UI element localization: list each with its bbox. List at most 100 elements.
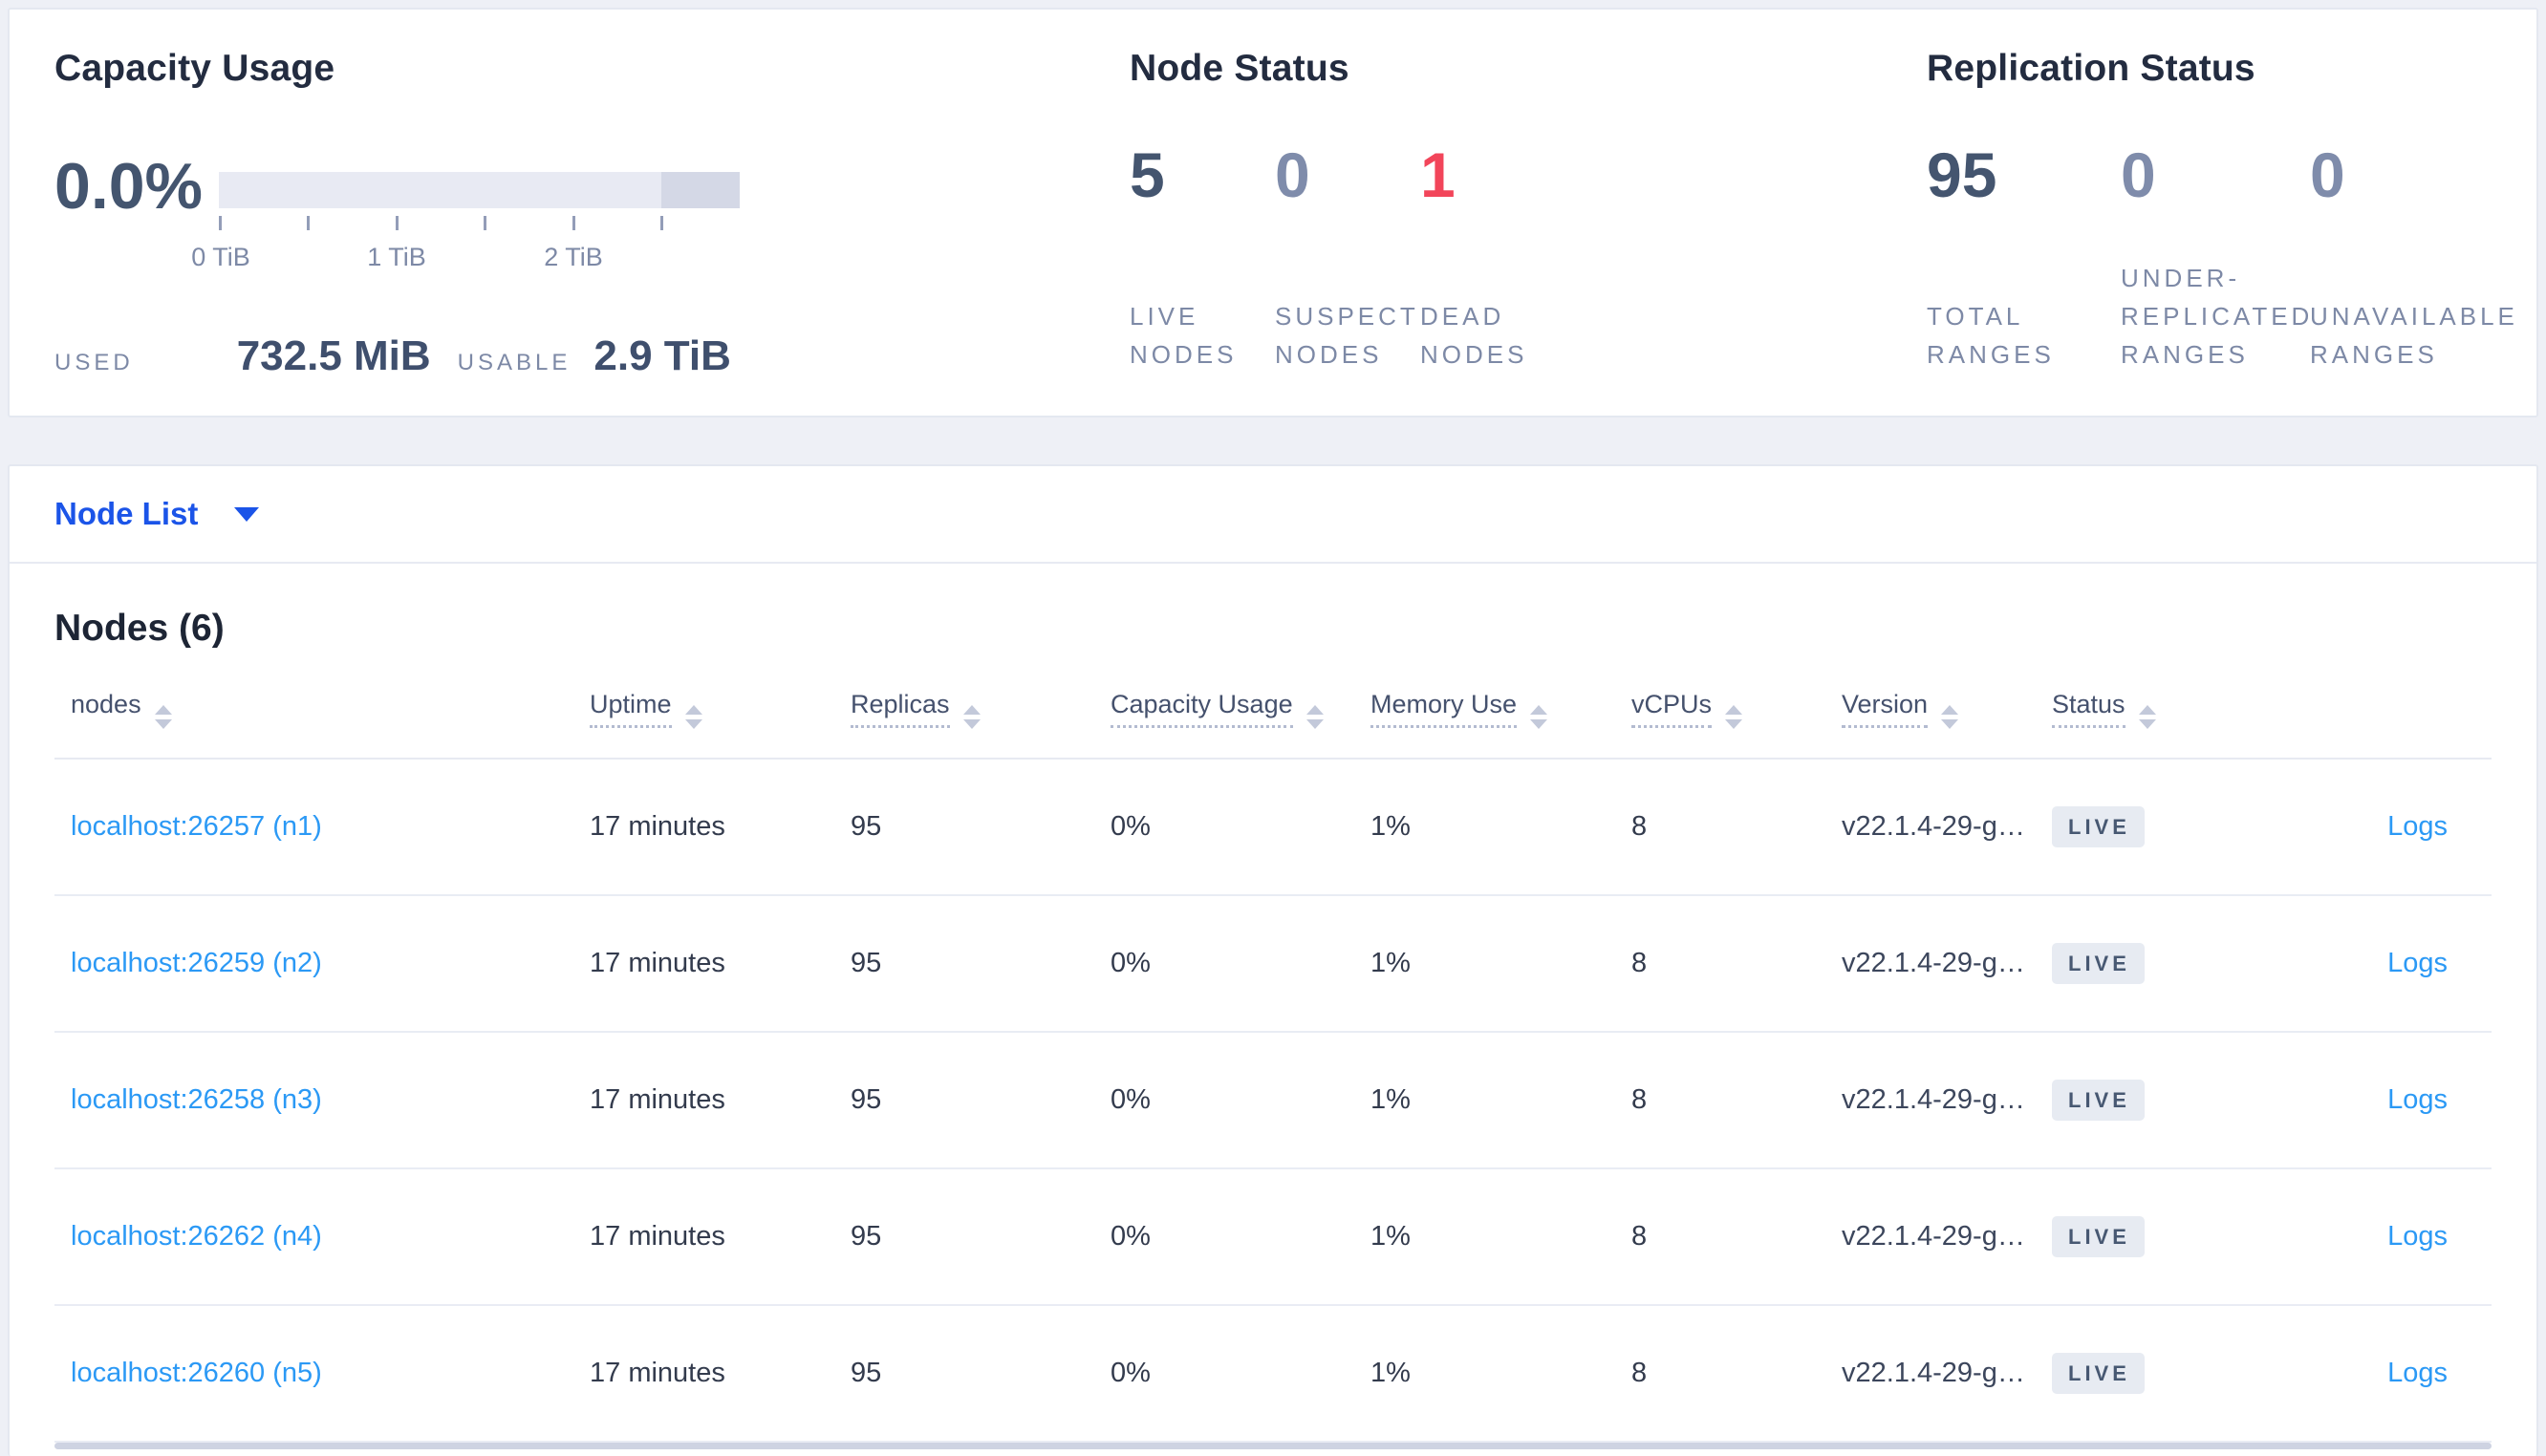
logs-link[interactable]: Logs bbox=[2387, 1221, 2448, 1252]
capacity-usage-axis-ticks bbox=[219, 216, 740, 231]
capacity-usage-bar bbox=[219, 172, 740, 208]
usable-value: 2.9 TiB bbox=[593, 332, 731, 379]
uptime-cell: 17 minutes bbox=[590, 1084, 725, 1115]
capacity-usage-bar-reserved-segment bbox=[661, 172, 740, 208]
node-link[interactable]: localhost:26262 (n4) bbox=[71, 1221, 322, 1252]
table-row: localhost:26262 (n4) 17 minutes 95 0% 1%… bbox=[54, 1169, 2492, 1306]
memory-cell: 1% bbox=[1370, 811, 1411, 842]
view-selector-label: Node List bbox=[54, 496, 199, 531]
axis-tick bbox=[396, 216, 399, 230]
axis-tick-label: 1 TiB bbox=[367, 243, 426, 271]
table-bottom-divider bbox=[54, 1443, 2492, 1449]
under-replicated-ranges-label: UNDER-REPLICATED RANGES bbox=[2121, 264, 2314, 369]
replication-status-stats: 95 0 0 bbox=[1927, 143, 2546, 206]
column-header-label: vCPUs bbox=[1631, 690, 1713, 728]
column-header-label: Uptime bbox=[590, 690, 672, 728]
status-badge: LIVE bbox=[2052, 943, 2145, 984]
live-nodes-label: LIVE NODES bbox=[1130, 302, 1238, 369]
status-badge: LIVE bbox=[2052, 1216, 2145, 1257]
replication-status-labels: TOTAL RANGES UNDER-REPLICATED RANGES UNA… bbox=[1927, 259, 2546, 374]
capacity-usage-percent: 0.0% bbox=[54, 150, 203, 223]
logs-link[interactable]: Logs bbox=[2387, 1358, 2448, 1388]
used-label: USED bbox=[54, 350, 134, 375]
node-status-labels: LIVE NODES SUSPECT NODES DEAD NODES bbox=[1130, 297, 1573, 374]
sort-icon bbox=[2138, 705, 2156, 729]
column-header-memory-use[interactable]: Memory Use bbox=[1370, 690, 1631, 729]
column-header-status[interactable]: Status bbox=[2052, 690, 2262, 729]
sort-icon bbox=[1305, 705, 1324, 729]
logs-link[interactable]: Logs bbox=[2387, 1084, 2448, 1115]
capacity-usage-title: Capacity Usage bbox=[54, 48, 335, 89]
status-badge: LIVE bbox=[2052, 806, 2145, 847]
total-ranges-label: TOTAL RANGES bbox=[1927, 302, 2055, 369]
live-nodes-count: 5 bbox=[1130, 139, 1165, 210]
capacity-cell: 0% bbox=[1111, 811, 1151, 842]
sort-icon bbox=[1530, 705, 1548, 729]
version-cell: v22.1.4-29-g… bbox=[1842, 1221, 2025, 1252]
axis-tick-label: 0 TiB bbox=[191, 243, 250, 271]
version-cell: v22.1.4-29-g… bbox=[1842, 948, 2025, 978]
replicas-cell: 95 bbox=[851, 1084, 882, 1115]
node-link[interactable]: localhost:26260 (n5) bbox=[71, 1358, 322, 1388]
node-link[interactable]: localhost:26259 (n2) bbox=[71, 948, 322, 978]
unavailable-ranges-count: 0 bbox=[2310, 139, 2345, 210]
status-badge: LIVE bbox=[2052, 1353, 2145, 1394]
memory-cell: 1% bbox=[1370, 1358, 1411, 1388]
usable-label: USABLE bbox=[457, 350, 572, 375]
under-replicated-ranges-count: 0 bbox=[2121, 139, 2156, 210]
suspect-nodes-count: 0 bbox=[1275, 139, 1310, 210]
view-selector-dropdown[interactable]: Node List bbox=[10, 466, 2536, 564]
column-header-capacity-usage[interactable]: Capacity Usage bbox=[1111, 690, 1370, 729]
axis-tick bbox=[572, 216, 575, 230]
node-link[interactable]: localhost:26258 (n3) bbox=[71, 1084, 322, 1115]
table-row: localhost:26259 (n2) 17 minutes 95 0% 1%… bbox=[54, 896, 2492, 1033]
table-row: localhost:26257 (n1) 17 minutes 95 0% 1%… bbox=[54, 760, 2492, 896]
vcpus-cell: 8 bbox=[1631, 1084, 1648, 1115]
replication-status-title: Replication Status bbox=[1927, 48, 2255, 89]
sort-icon bbox=[1725, 705, 1743, 729]
axis-tick bbox=[307, 216, 310, 230]
table-row: localhost:26260 (n5) 17 minutes 95 0% 1%… bbox=[54, 1306, 2492, 1443]
capacity-cell: 0% bbox=[1111, 1084, 1151, 1115]
dead-nodes-count: 1 bbox=[1420, 139, 1456, 210]
uptime-cell: 17 minutes bbox=[590, 1221, 725, 1252]
unavailable-ranges-label: UNAVAILABLE RANGES bbox=[2310, 302, 2518, 369]
sort-icon bbox=[962, 705, 981, 729]
vcpus-cell: 8 bbox=[1631, 1221, 1648, 1252]
column-header-label: Capacity Usage bbox=[1111, 690, 1293, 728]
logs-link[interactable]: Logs bbox=[2387, 811, 2448, 842]
column-header-label: Version bbox=[1842, 690, 1929, 728]
nodes-panel: Node List Nodes (6) nodes Uptime Replica… bbox=[8, 464, 2538, 1456]
capacity-cell: 0% bbox=[1111, 1221, 1151, 1252]
column-header-label: nodes bbox=[71, 690, 141, 718]
axis-tick bbox=[219, 216, 222, 230]
memory-cell: 1% bbox=[1370, 1084, 1411, 1115]
table-row: localhost:26258 (n3) 17 minutes 95 0% 1%… bbox=[54, 1033, 2492, 1169]
sort-icon bbox=[154, 705, 172, 729]
node-status-title: Node Status bbox=[1130, 48, 1349, 89]
suspect-nodes-label: SUSPECT NODES bbox=[1275, 302, 1419, 369]
column-header-nodes[interactable]: nodes bbox=[54, 690, 590, 729]
column-header-uptime[interactable]: Uptime bbox=[590, 690, 851, 729]
chevron-down-icon bbox=[234, 506, 260, 522]
status-badge: LIVE bbox=[2052, 1080, 2145, 1121]
vcpus-cell: 8 bbox=[1631, 948, 1648, 978]
column-header-vcpus[interactable]: vCPUs bbox=[1631, 690, 1842, 729]
capacity-cell: 0% bbox=[1111, 948, 1151, 978]
logs-link[interactable]: Logs bbox=[2387, 948, 2448, 978]
capacity-cell: 0% bbox=[1111, 1358, 1151, 1388]
sort-icon bbox=[684, 705, 702, 729]
column-header-label: Memory Use bbox=[1370, 690, 1518, 728]
nodes-section-heading: Nodes (6) bbox=[54, 608, 225, 649]
nodes-table-header: nodes Uptime Replicas Capacity Usage Mem… bbox=[54, 650, 2492, 760]
replicas-cell: 95 bbox=[851, 1358, 882, 1388]
replicas-cell: 95 bbox=[851, 1221, 882, 1252]
memory-cell: 1% bbox=[1370, 1221, 1411, 1252]
dead-nodes-label: DEAD NODES bbox=[1420, 302, 1528, 369]
version-cell: v22.1.4-29-g… bbox=[1842, 1084, 2025, 1115]
column-header-version[interactable]: Version bbox=[1842, 690, 2052, 729]
node-link[interactable]: localhost:26257 (n1) bbox=[71, 811, 322, 842]
column-header-replicas[interactable]: Replicas bbox=[851, 690, 1111, 729]
capacity-usage-stats: USED 732.5 MiB USABLE 2.9 TiB bbox=[54, 332, 731, 380]
replicas-cell: 95 bbox=[851, 948, 882, 978]
